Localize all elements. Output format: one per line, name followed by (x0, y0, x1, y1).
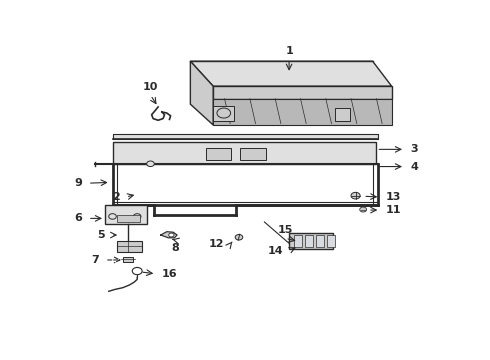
Text: 13: 13 (386, 192, 401, 202)
Text: 10: 10 (143, 82, 158, 92)
Bar (294, 235, 302, 247)
Bar (316, 235, 324, 247)
Text: 9: 9 (74, 178, 82, 188)
Text: 11: 11 (386, 205, 401, 215)
Text: 14: 14 (268, 246, 283, 256)
Circle shape (360, 207, 367, 212)
Circle shape (235, 234, 243, 240)
Text: 6: 6 (74, 213, 82, 224)
Bar (118, 240, 142, 252)
Circle shape (169, 233, 174, 237)
Polygon shape (190, 61, 213, 125)
Polygon shape (161, 232, 177, 238)
Polygon shape (213, 86, 392, 99)
Text: 8: 8 (172, 243, 179, 253)
Bar (289, 233, 333, 249)
Bar (206, 148, 231, 160)
Text: 4: 4 (411, 162, 418, 172)
Bar (213, 105, 234, 121)
Bar (113, 142, 376, 164)
Text: 1: 1 (285, 46, 293, 56)
Bar (305, 235, 313, 247)
Circle shape (147, 161, 154, 167)
Bar (327, 235, 335, 247)
Circle shape (351, 192, 360, 199)
Polygon shape (213, 99, 392, 125)
Bar (105, 205, 147, 224)
Bar (118, 215, 140, 222)
Bar (123, 257, 133, 262)
Text: 3: 3 (411, 144, 418, 154)
Text: 16: 16 (162, 269, 177, 279)
Text: 5: 5 (98, 230, 105, 240)
Polygon shape (190, 61, 392, 86)
Text: 15: 15 (278, 225, 293, 235)
Text: 2: 2 (112, 192, 120, 202)
Bar (113, 134, 378, 139)
Text: 7: 7 (92, 255, 99, 265)
Bar (335, 108, 350, 121)
Text: 12: 12 (209, 239, 224, 249)
Bar (240, 148, 266, 160)
